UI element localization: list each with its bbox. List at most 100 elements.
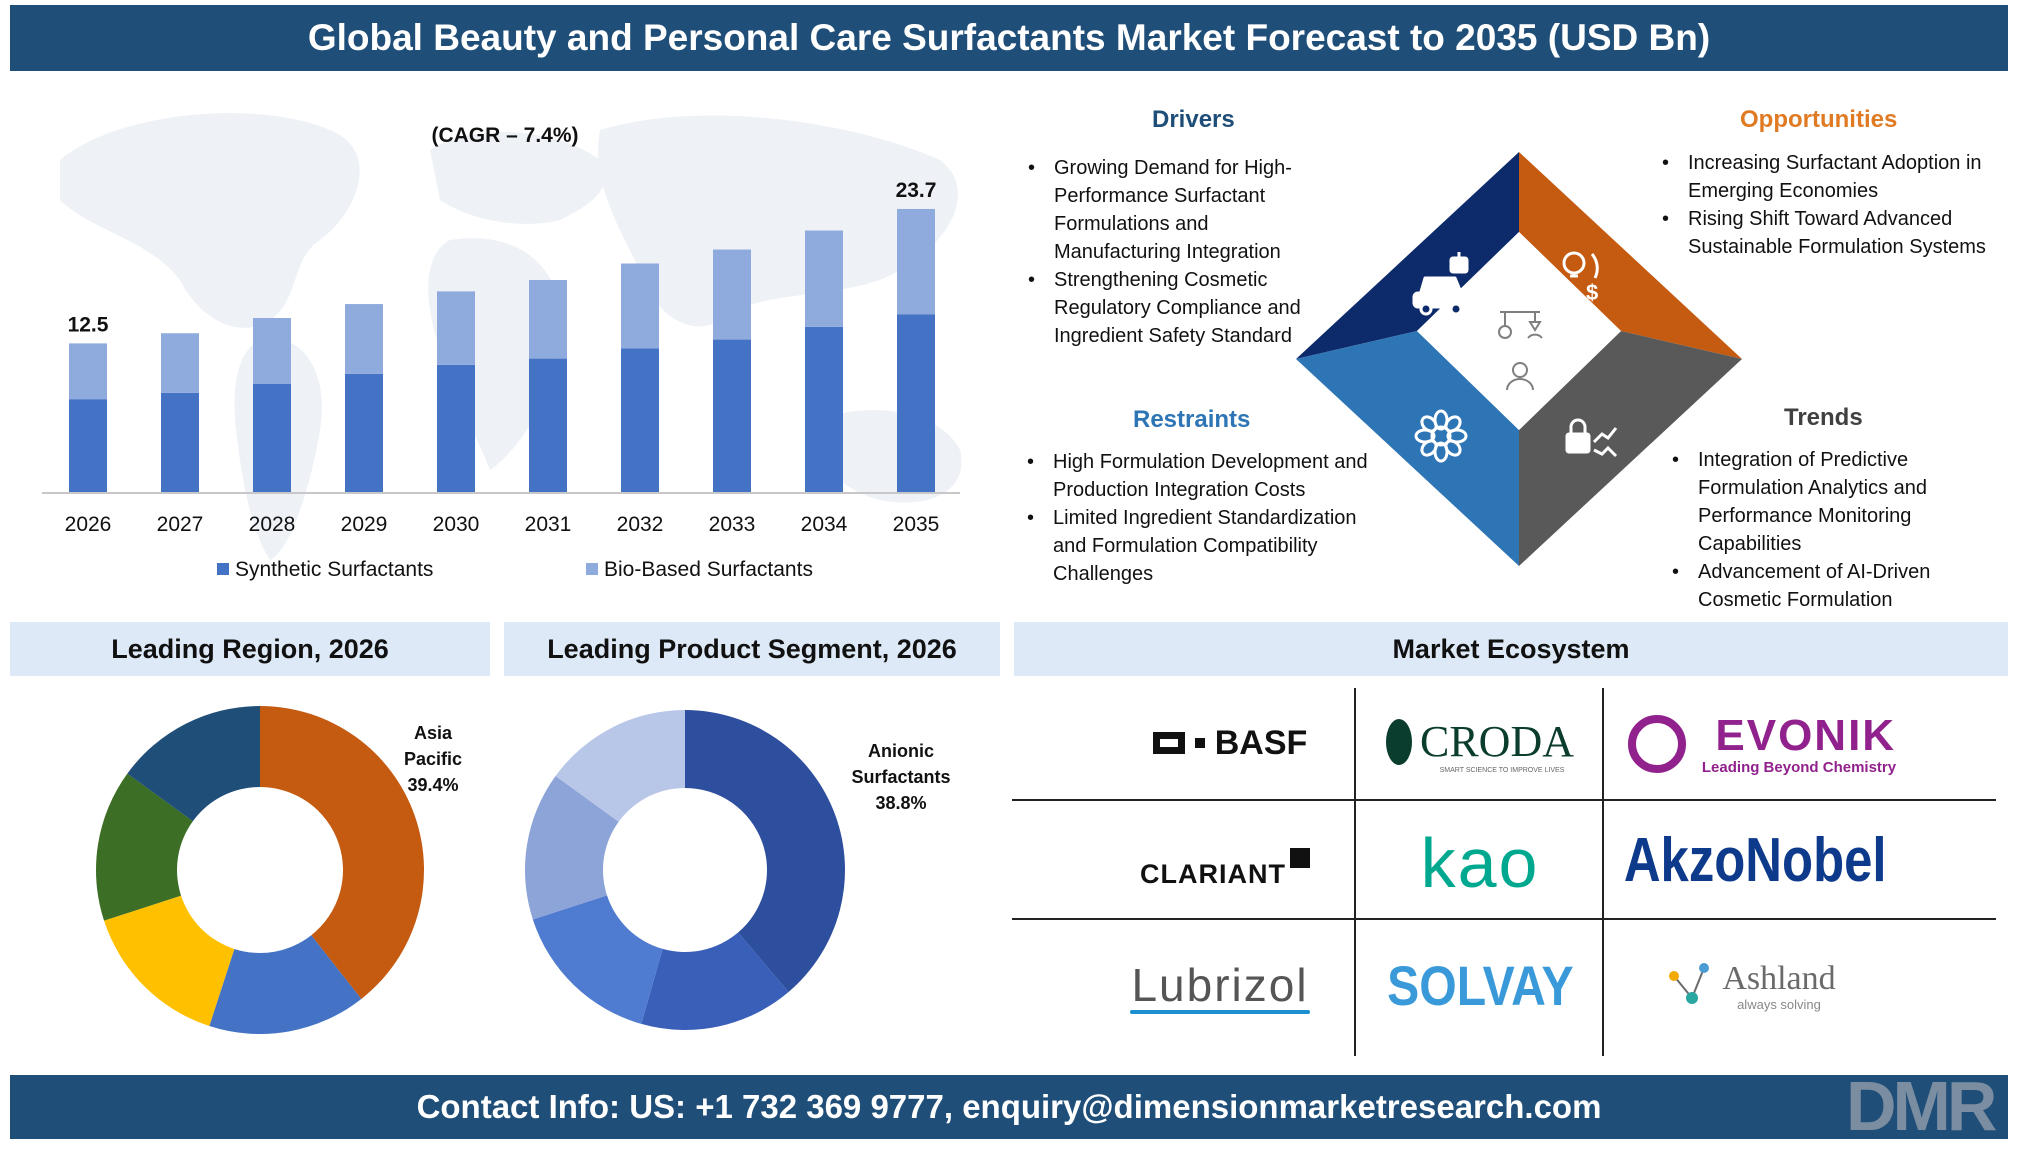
- legend-swatch-synthetic: [217, 563, 229, 575]
- product-section-heading: Leading Product Segment, 2026: [504, 622, 1000, 676]
- region-label-line: Asia: [413, 723, 453, 743]
- bar-synthetic-2026: [69, 399, 107, 493]
- drivers-quadrant: [1296, 152, 1519, 359]
- region-slice-4: [127, 706, 260, 822]
- ecosystem-divider: [1354, 688, 1356, 1056]
- evonik-logo-text: EVONIK Leading Beyond Chemistry: [1701, 710, 1897, 776]
- lab-person-icon: [1498, 311, 1543, 391]
- restraints-heading: Restraints: [1133, 406, 1251, 433]
- solvay-wordmark: SOLVAY: [1386, 953, 1574, 1017]
- ecosystem-divider: [1012, 799, 1996, 801]
- product-slice-0: [685, 710, 846, 992]
- region-slice-1: [209, 935, 362, 1034]
- chart-legend: Synthetic Surfactants Bio-Based Surfacta…: [217, 558, 813, 581]
- region-slice-2: [104, 895, 235, 1026]
- region-slice-3: [96, 773, 193, 921]
- data-label-2035: 23.7: [896, 179, 937, 202]
- x-tick-label: 2033: [709, 513, 756, 536]
- drivers-item: Growing Demand for High-Performance Surf…: [1024, 154, 1324, 266]
- cagr-annotation: (CAGR – 7.4%): [431, 124, 578, 147]
- bar-synthetic-2030: [437, 364, 475, 493]
- product-label-line: Surfactants: [851, 767, 951, 787]
- restraints-item: High Formulation Development and Product…: [1023, 448, 1383, 504]
- trends-heading: Trends: [1784, 404, 1863, 431]
- product-donut-label: Anionic Surfactants 38.8%: [845, 738, 957, 816]
- ashland-tagline: always solving: [1737, 996, 1821, 1012]
- product-slice-4: [555, 710, 685, 822]
- x-tick-label: 2027: [157, 513, 204, 536]
- x-tick-label: 2026: [65, 513, 112, 536]
- bar-synthetic-2033: [713, 339, 751, 493]
- region-slice-0: [260, 706, 424, 999]
- x-tick-label: 2028: [249, 513, 296, 536]
- ashland-molecule-icon: [1669, 963, 1710, 1004]
- product-label-line: Anionic: [868, 741, 934, 761]
- opportunities-list: Increasing Surfactant Adoption in Emergi…: [1658, 149, 1988, 261]
- basf-logo: BASF: [1120, 715, 1340, 771]
- region-donut-label: Asia Pacific 39.4%: [392, 720, 474, 798]
- x-tick-label: 2030: [433, 513, 480, 536]
- bar-bio-2030: [437, 291, 475, 365]
- product-share-value: 38.8%: [875, 793, 927, 813]
- evonik-tagline: Leading Beyond Chemistry: [1701, 758, 1897, 776]
- product-donut-chart: [525, 710, 846, 1030]
- ashland-logo-text: Ashland always solving: [1722, 960, 1835, 1012]
- lubrizol-wordmark: Lubrizol: [1131, 959, 1309, 1011]
- kao-wordmark: kao: [1420, 824, 1540, 902]
- trends-list: Integration of Predictive Formulation An…: [1668, 446, 1968, 614]
- evonik-wordmark: EVONIK: [1715, 710, 1897, 760]
- bar-synthetic-2034: [805, 326, 843, 493]
- bar-bio-2029: [345, 304, 383, 374]
- solvay-logo: SOLVAY: [1370, 950, 1590, 1020]
- center-square: [1417, 232, 1621, 430]
- lubrizol-swoosh: [1130, 1010, 1310, 1014]
- legend-swatch-bio: [586, 563, 598, 575]
- kao-logo: kao: [1370, 824, 1590, 902]
- opportunities-item: Increasing Surfactant Adoption in Emergi…: [1658, 149, 1988, 205]
- ecosystem-divider: [1602, 688, 1604, 1056]
- evonik-e-icon: [1627, 715, 1686, 773]
- idea-cycle-icon: $: [1556, 251, 1599, 305]
- basf-logo-dot: [1194, 738, 1205, 748]
- contact-footer: Contact Info: US: +1 732 369 9777, enqui…: [10, 1075, 2008, 1139]
- product-slice-3: [525, 775, 619, 920]
- bar-bio-2034: [805, 230, 843, 327]
- bar-bio-2028: [253, 318, 291, 384]
- basf-logo-mark: [1152, 732, 1185, 754]
- page-title: Global Beauty and Personal Care Surfacta…: [10, 5, 2008, 71]
- x-tick-label: 2035: [893, 513, 940, 536]
- region-share-value: 39.4%: [407, 775, 459, 795]
- bar-synthetic-2027: [161, 392, 199, 493]
- restraints-quadrant: [1296, 331, 1519, 566]
- croda-tagline: SMART SCIENCE TO IMPROVE LIVES: [1439, 767, 1565, 774]
- x-tick-label: 2031: [525, 513, 572, 536]
- croda-leaf-icon: [1385, 718, 1412, 765]
- clariant-wordmark: CLARIANT: [1140, 859, 1286, 889]
- clariant-logo: CLARIANT: [1110, 834, 1340, 890]
- svg-text:$: $: [1586, 280, 1598, 305]
- bar-bio-2035: [897, 208, 935, 315]
- bar-synthetic-2029: [345, 373, 383, 493]
- region-label-line: Pacific: [403, 749, 463, 769]
- bar-bio-2032: [621, 263, 659, 349]
- drivers-item: Strengthening Cosmetic Regulatory Compli…: [1024, 266, 1324, 350]
- lubrizol-logo: Lubrizol: [1100, 950, 1340, 1024]
- croda-wordmark: CRODA: [1419, 717, 1575, 766]
- trends-quadrant: [1519, 331, 1742, 566]
- ecosystem-divider: [1012, 918, 1996, 920]
- x-tick-label: 2032: [617, 513, 664, 536]
- restraints-item: Limited Ingredient Standardization and F…: [1023, 504, 1383, 588]
- opportunities-heading: Opportunities: [1740, 106, 1898, 133]
- ecosystem-section-heading: Market Ecosystem: [1014, 622, 2008, 676]
- opportunities-item: Rising Shift Toward Advanced Sustainable…: [1658, 205, 1988, 261]
- bar-bio-2026: [69, 343, 107, 400]
- bar-bio-2027: [161, 333, 199, 393]
- croda-logo-top: CRODA: [1385, 716, 1575, 767]
- region-section-heading: Leading Region, 2026: [10, 622, 490, 676]
- x-tick-label: 2029: [341, 513, 388, 536]
- market-dynamics-diamond: $: [1296, 152, 1742, 566]
- opportunities-quadrant: [1519, 152, 1742, 359]
- drivers-list: Growing Demand for High-Performance Surf…: [1024, 154, 1324, 350]
- dmr-brand-logo: DMR: [1846, 1067, 1997, 1145]
- evonik-logo: EVONIK Leading Beyond Chemistry: [1622, 706, 1902, 782]
